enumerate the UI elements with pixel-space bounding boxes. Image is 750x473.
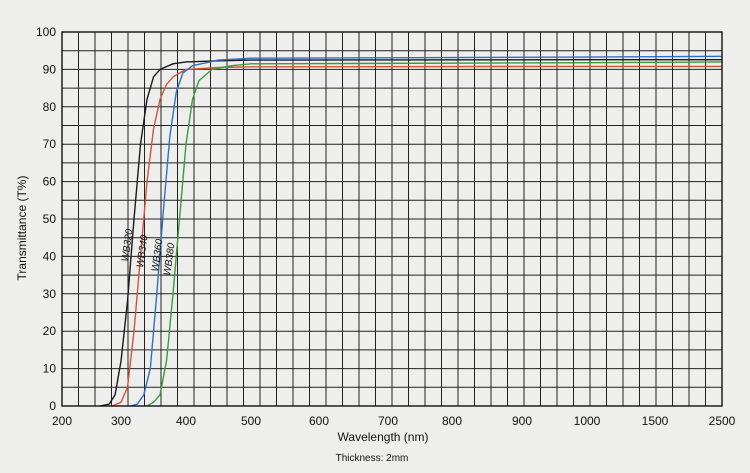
x-tick-label: 1000 <box>574 414 601 428</box>
x-tick-label: 200 <box>52 414 72 428</box>
series-label-wb320: WB320 <box>120 228 136 262</box>
series-line-wb360 <box>130 55 723 407</box>
y-tick-label: 20 <box>43 324 57 338</box>
x-tick-label: 300 <box>111 414 131 428</box>
y-tick-label: 30 <box>43 287 57 301</box>
x-tick-labels: 200 300 400 500 600 700 800 900 1000 1500 2500 <box>52 414 736 428</box>
x-tick-label: 600 <box>309 414 329 428</box>
y-tick-label: 40 <box>43 249 57 263</box>
x-tick-label: 2500 <box>709 414 736 428</box>
x-tick-label: 500 <box>241 414 261 428</box>
series-label-wb340: WB340 <box>135 234 151 268</box>
x-axis-title: Wavelength (nm) <box>338 430 429 444</box>
thickness-note: Thickness: 2mm <box>336 453 409 464</box>
y-tick-label: 50 <box>43 212 57 226</box>
series-lines <box>99 55 723 407</box>
series-line-wb340 <box>111 65 723 407</box>
y-tick-label: 80 <box>43 100 57 114</box>
y-tick-label: 0 <box>49 399 56 413</box>
y-tick-label: 70 <box>43 137 57 151</box>
x-tick-label: 800 <box>442 414 462 428</box>
series-label-wb360: WB360 <box>150 238 166 272</box>
y-tick-label: 60 <box>43 175 57 189</box>
y-tick-label: 100 <box>36 25 56 39</box>
x-tick-label: 900 <box>512 414 532 428</box>
y-tick-label: 10 <box>43 362 57 376</box>
plot-frame <box>61 31 723 407</box>
series-line-wb380 <box>146 61 723 407</box>
grid <box>62 32 722 406</box>
y-axis-title: Transmittance (T%) <box>15 176 29 281</box>
series-label-wb380: WB380 <box>162 242 178 276</box>
x-tick-label: 1500 <box>642 414 669 428</box>
series-line-wb320 <box>99 59 723 407</box>
x-tick-label: 400 <box>176 414 196 428</box>
y-tick-label: 90 <box>43 62 57 76</box>
y-tick-labels: 0 10 20 30 40 50 60 70 80 90 100 <box>36 25 56 413</box>
x-tick-label: 700 <box>378 414 398 428</box>
